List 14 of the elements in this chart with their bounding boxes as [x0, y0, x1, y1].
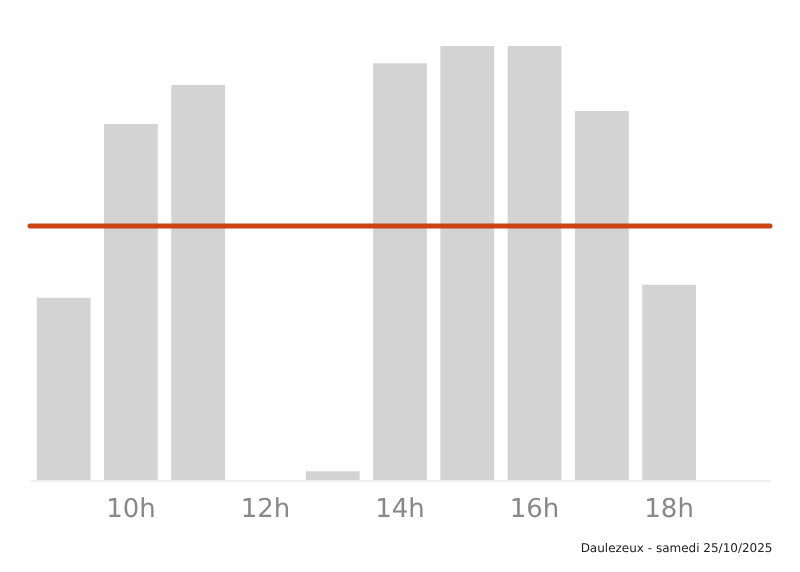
bar [507, 46, 562, 480]
x-tick-label: 10h [106, 495, 156, 525]
x-tick-label: 12h [240, 495, 291, 525]
bar [171, 85, 226, 480]
bar [104, 124, 158, 480]
x-tick-label: 16h [509, 495, 560, 525]
bar [305, 471, 360, 480]
bar [440, 46, 495, 480]
bar [373, 63, 427, 480]
x-tick-label: 18h [644, 495, 694, 525]
bar [36, 297, 91, 480]
x-tick-label: 14h [375, 495, 425, 525]
bar [642, 284, 696, 480]
bar [574, 111, 629, 480]
